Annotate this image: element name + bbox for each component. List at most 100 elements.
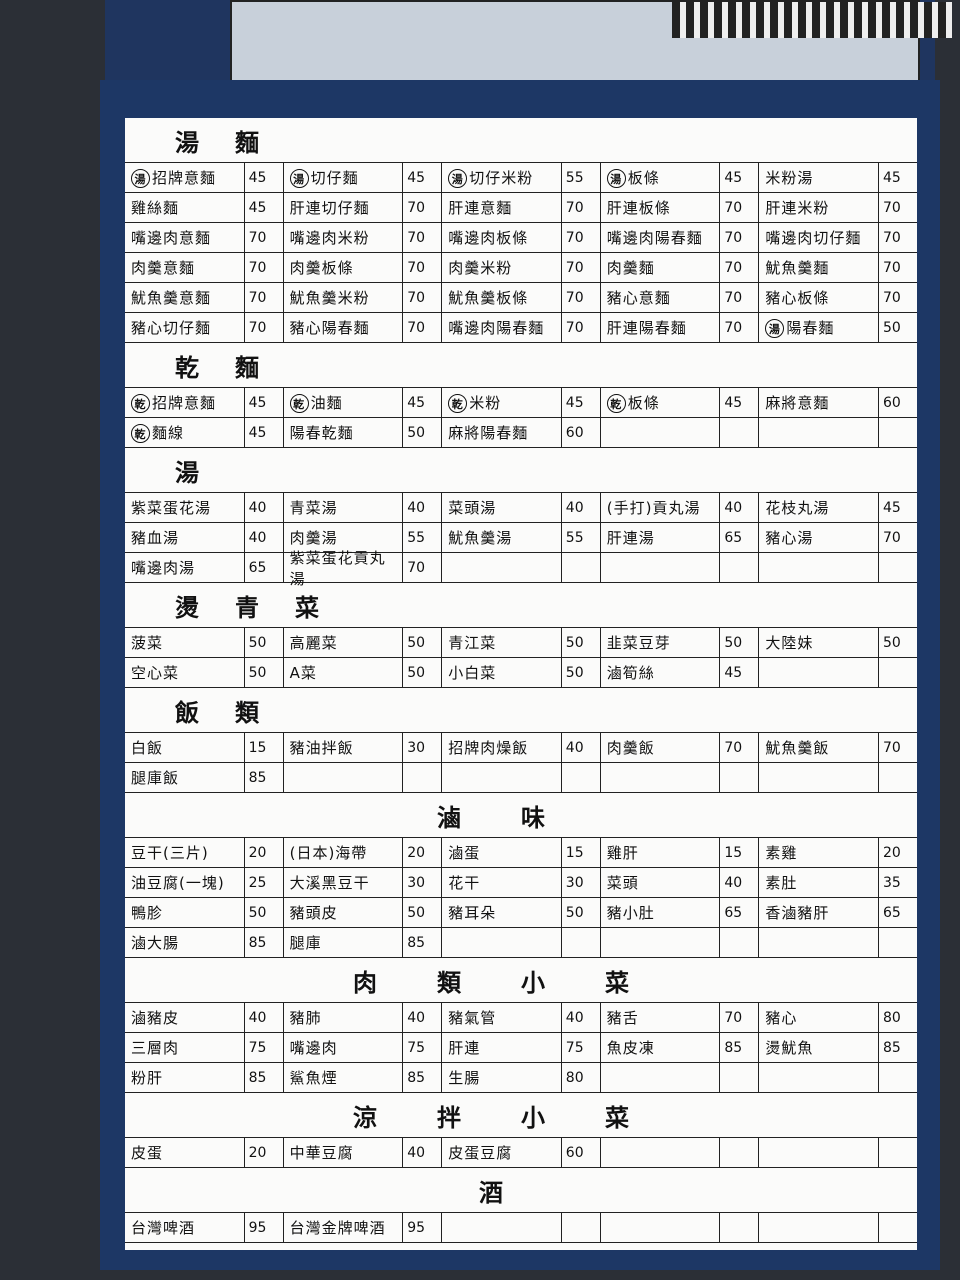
item-label: 鴨胗 (131, 902, 163, 923)
item-price: 30 (407, 874, 426, 891)
menu-cell: 粉肝 85 (125, 1063, 283, 1092)
item-price: 70 (724, 1009, 743, 1026)
menu-cell: 米粉湯 45 (758, 163, 917, 192)
item-name: 花枝丸湯 (765, 499, 830, 517)
menu-cell: 湯板條 45 (599, 163, 759, 192)
item-price: 50 (248, 634, 267, 651)
item-label: 嘴邊肉板條 (448, 227, 528, 248)
item-price: 60 (565, 1144, 584, 1161)
item-label: 台灣金牌啤酒 (290, 1217, 386, 1238)
item-price: 70 (882, 529, 901, 546)
item-price: 60 (565, 424, 584, 441)
item-price: 65 (882, 904, 901, 921)
item-price: 60 (882, 394, 901, 411)
item-price-cell: 40 (243, 1003, 283, 1032)
item-price-cell: 45 (243, 388, 283, 417)
item-price: 70 (724, 289, 743, 306)
item-label: 肝連湯 (607, 527, 655, 548)
item-price-cell: 65 (243, 553, 283, 582)
item-name-cell: 豬心湯 (759, 523, 878, 552)
menu-cell (758, 1063, 917, 1092)
item-price-cell: 30 (402, 733, 441, 762)
qr-code (672, 2, 952, 38)
item-price-cell: 45 (877, 493, 917, 522)
menu-cell: 豬頭皮 50 (282, 898, 442, 927)
item-label: 豬心板條 (765, 287, 829, 308)
menu-section: 滷味 豆干(三片) 20 (日本)海帶 20 滷蛋 15 雞肝 15 素雞 20 油豆腐(一塊) 25 大… (125, 793, 917, 958)
item-name-cell: 豬心切仔麵 (125, 313, 244, 342)
item-price-cell (719, 1063, 758, 1092)
item-price-cell (877, 658, 917, 687)
item-name: 紫菜蛋花湯 (131, 499, 212, 517)
item-name: 肉羹飯 (606, 739, 655, 757)
item-name-cell: 滷豬皮 (125, 1003, 244, 1032)
item-badge: 乾 (131, 424, 150, 444)
item-price-cell (402, 763, 441, 792)
item-label: 白飯 (131, 737, 163, 758)
item-label: 麻將意麵 (765, 392, 829, 413)
item-label: 豬心意麵 (607, 287, 671, 308)
item-name-cell (442, 553, 561, 582)
item-price: 95 (248, 1219, 267, 1236)
item-price: 85 (248, 934, 267, 951)
menu-cell: 台灣金牌啤酒 95 (282, 1213, 442, 1242)
item-price-cell: 70 (719, 1003, 758, 1032)
item-price: 40 (565, 1009, 584, 1026)
item-price-cell: 55 (402, 523, 441, 552)
item-price: 85 (407, 934, 426, 951)
item-name-cell: A菜 (284, 658, 403, 687)
menu-cell: 魷魚羹麵 70 (758, 253, 917, 282)
item-price: 70 (407, 199, 426, 216)
item-price: 80 (882, 1009, 901, 1026)
item-name-cell: 三層肉 (125, 1033, 244, 1062)
item-name: 滷豬皮 (131, 1009, 180, 1027)
menu-cell: 陽春乾麵 50 (282, 418, 442, 447)
item-price: 80 (565, 1069, 584, 1086)
menu-cell: 油豆腐(一塊) 25 (125, 868, 283, 897)
item-price-cell: 85 (877, 1033, 917, 1062)
menu-cell: 高麗菜 50 (282, 628, 442, 657)
menu-cell: 嘴邊肉陽春麵 70 (441, 313, 600, 342)
item-name-cell: 嘴邊肉陽春麵 (442, 313, 561, 342)
menu-row: 三層肉 75 嘴邊肉 75 肝連 75 魚皮凍 85 燙魷魚 85 (125, 1032, 917, 1062)
item-price-cell: 85 (243, 1063, 283, 1092)
item-label: 嘴邊肉陽春麵 (607, 227, 703, 248)
item-name: 燙魷魚 (765, 1039, 814, 1057)
menu-cell: 鯊魚煙 85 (282, 1063, 442, 1092)
item-price: 65 (724, 904, 743, 921)
item-name: 菜頭 (606, 874, 639, 892)
menu-row: 滷大腸 85 腿庫 85 (125, 927, 917, 958)
menu-cell: 乾麵線 45 (125, 418, 283, 447)
item-label: 豬心 (765, 1007, 797, 1028)
item-price: 70 (882, 739, 901, 756)
item-label: 豬氣管 (448, 1007, 496, 1028)
menu-cell: 肉羹板條 70 (282, 253, 442, 282)
item-name-cell: 腿庫 (284, 928, 403, 957)
menu-row: 紫菜蛋花湯 40 青菜湯 40 菜頭湯 40 (手打)貢丸湯 40 花枝丸湯 45 (125, 492, 917, 522)
item-name: 大溪黑豆干 (289, 874, 370, 892)
item-price-cell: 15 (243, 733, 283, 762)
item-price-cell: 50 (719, 628, 758, 657)
item-badge: 湯 (448, 169, 468, 189)
menu-cell: (手打)貢丸湯 40 (599, 493, 759, 522)
item-label: 紫菜蛋花貢丸湯 (290, 547, 397, 589)
item-price-cell (877, 418, 917, 447)
item-price-cell: 50 (402, 628, 441, 657)
item-label: 豬心陽春麵 (290, 317, 370, 338)
item-label: 高麗菜 (290, 632, 338, 653)
item-price: 50 (882, 319, 901, 336)
item-price: 40 (407, 499, 426, 516)
item-name-cell: 滷蛋 (442, 838, 561, 867)
item-price-cell: 50 (243, 628, 283, 657)
item-price-cell: 45 (402, 388, 441, 417)
section-title: 飯類 (175, 697, 295, 727)
item-name: 豬肺 (289, 1009, 322, 1027)
item-price-cell: 45 (560, 388, 600, 417)
item-name-cell: 皮蛋豆腐 (442, 1138, 561, 1167)
item-name-cell: 肉羹飯 (601, 733, 720, 762)
item-price: 45 (724, 169, 743, 186)
item-name-cell (601, 928, 720, 957)
item-price-cell: 70 (402, 313, 441, 342)
item-name: 菠菜 (131, 634, 164, 652)
